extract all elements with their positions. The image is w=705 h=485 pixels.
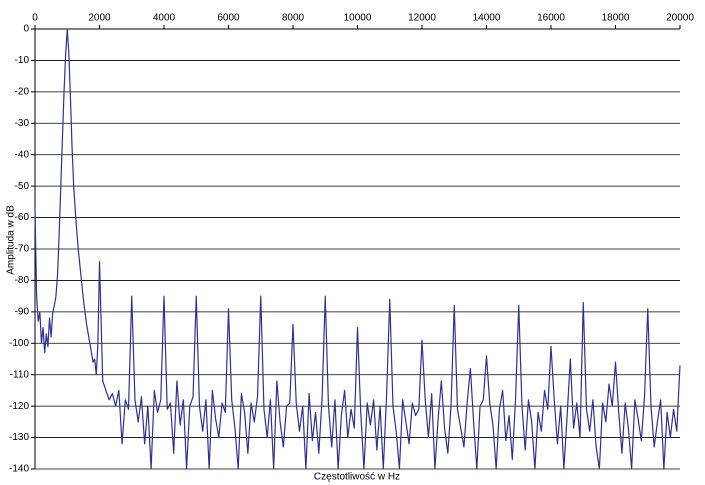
- x-tick-label: 16000: [537, 13, 565, 24]
- x-tick-label: 18000: [602, 13, 630, 24]
- x-tick-label: 10000: [344, 13, 372, 24]
- y-tick-label: -140: [9, 464, 29, 475]
- x-tick-label: 6000: [217, 13, 240, 24]
- x-tick-label: 20000: [666, 13, 694, 24]
- y-tick-label: -80: [15, 275, 30, 286]
- y-tick-label: -100: [9, 338, 29, 349]
- y-tick-label: -50: [15, 181, 30, 192]
- x-axis-label: Częstotliwość w Hz: [314, 472, 400, 483]
- x-tick-label: 0: [32, 13, 38, 24]
- y-tick-label: 0: [23, 24, 29, 35]
- x-tick-label: 8000: [282, 13, 305, 24]
- y-tick-label: -30: [15, 118, 30, 129]
- y-tick-label: -130: [9, 432, 29, 443]
- x-tick-label: 4000: [153, 13, 176, 24]
- spectrum-line: [34, 28, 681, 470]
- y-tick-label: -60: [15, 212, 30, 223]
- y-tick-label: -20: [15, 86, 30, 97]
- y-tick-label: -120: [9, 401, 29, 412]
- x-tick-label: 14000: [473, 13, 501, 24]
- x-tick-label: 2000: [88, 13, 111, 24]
- y-axis-label: Amplituda w dB: [6, 205, 17, 275]
- y-tick-label: -90: [15, 306, 30, 317]
- x-tick-label: 12000: [408, 13, 436, 24]
- y-tick-label: -40: [15, 149, 30, 160]
- y-tick-label: -10: [15, 55, 30, 66]
- y-tick-label: -110: [10, 369, 30, 380]
- y-tick-label: -70: [15, 244, 30, 255]
